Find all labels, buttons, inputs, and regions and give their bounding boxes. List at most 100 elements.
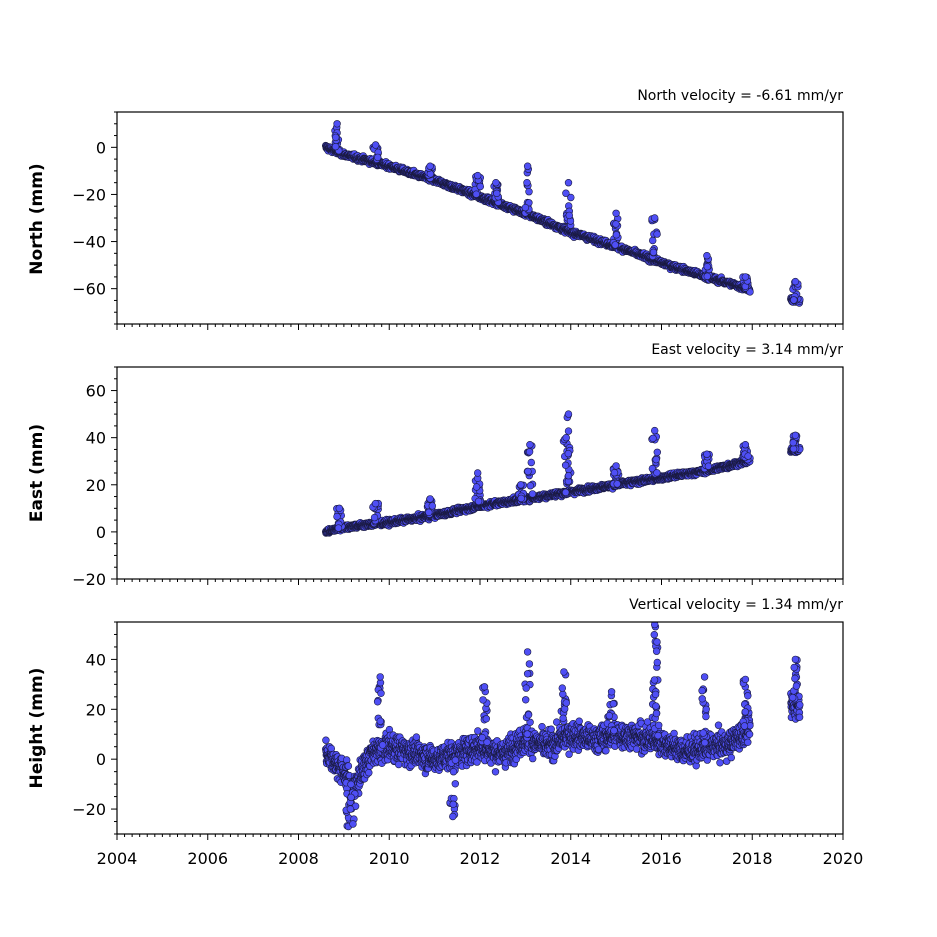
north-spike-point — [791, 277, 800, 286]
north-spike-point — [650, 214, 659, 222]
east-point — [524, 467, 532, 476]
east-point — [370, 513, 379, 522]
north-spike-point — [474, 171, 482, 180]
north-point — [331, 142, 340, 151]
east-point — [561, 461, 570, 469]
north-point — [521, 203, 530, 212]
north-y-tick-label: −60 — [72, 280, 106, 299]
east-spike-point — [741, 441, 750, 449]
east-point — [564, 449, 572, 458]
north-y-tick-label: −40 — [72, 233, 106, 252]
north-points — [322, 120, 804, 307]
north-point — [523, 179, 531, 187]
north-y-axis-label: North (mm) — [27, 163, 47, 274]
east-point — [474, 497, 483, 506]
east-point — [648, 464, 657, 473]
north-y-tick-label: 0 — [96, 138, 106, 157]
height-point — [395, 760, 403, 769]
east-point — [744, 452, 752, 460]
north-spike-point — [426, 162, 434, 170]
east-point — [425, 508, 433, 517]
north-point — [703, 263, 711, 271]
east-y-tick-label: 40 — [86, 429, 106, 448]
north-point — [562, 189, 570, 197]
north-point — [565, 211, 573, 220]
height-panel: Vertical velocity = 1.34 mm/yr Height (m… — [27, 597, 863, 868]
north-point — [653, 230, 661, 238]
height-point — [344, 762, 353, 770]
north-point — [790, 296, 798, 304]
north-point — [612, 220, 620, 228]
east-y-tick-label: −20 — [72, 570, 106, 589]
east-point — [789, 439, 797, 447]
height-point — [474, 727, 482, 735]
north-spike-point — [564, 179, 573, 187]
east-velocity-title: East velocity = 3.14 mm/yr — [651, 342, 843, 358]
east-point — [789, 445, 798, 453]
east-point — [652, 455, 660, 464]
north-spike-point — [741, 273, 750, 281]
east-spike-point — [426, 495, 434, 503]
east-spike-point — [703, 450, 711, 458]
east-point — [704, 462, 713, 470]
east-point — [428, 502, 436, 510]
east-spike-point — [474, 469, 482, 477]
east-spike-point — [562, 434, 570, 442]
east-point — [564, 472, 573, 480]
vertical-velocity-title: Vertical velocity = 1.34 mm/yr — [629, 597, 843, 613]
north-point — [611, 241, 619, 249]
east-y-tick-label: 0 — [96, 523, 106, 542]
east-spike-point — [371, 499, 380, 508]
east-point — [472, 483, 481, 491]
north-spike-point — [523, 162, 532, 170]
north-point — [332, 133, 340, 142]
east-panel: East velocity = 3.14 mm/yr East (mm) −20… — [27, 342, 844, 589]
east-point — [610, 469, 619, 477]
height-point — [365, 768, 373, 777]
north-spike-point — [371, 141, 380, 149]
east-point — [613, 480, 621, 488]
north-point — [703, 272, 711, 280]
east-point — [653, 469, 661, 477]
north-point — [476, 182, 484, 191]
north-point — [472, 190, 480, 198]
north-panel: North velocity = -6.61 mm/yr North (mm) … — [27, 88, 844, 330]
east-point — [333, 512, 341, 521]
north-point — [374, 153, 382, 162]
east-point — [526, 482, 535, 490]
east-y-tick-label: 60 — [86, 382, 106, 401]
east-spike-point — [526, 441, 534, 449]
north-spike-point — [492, 179, 500, 187]
height-point — [491, 768, 500, 776]
height-y-axis-label: Height (mm) — [27, 668, 47, 789]
east-y-axis-label: East (mm) — [27, 424, 47, 522]
east-spike-point — [650, 426, 659, 435]
north-point — [612, 231, 621, 239]
east-spike-point — [335, 504, 343, 512]
east-y-tick-label: 20 — [86, 476, 106, 495]
north-spike-point — [703, 252, 711, 260]
east-spike-point — [564, 410, 573, 418]
height-point — [322, 736, 330, 744]
east-point — [653, 448, 661, 456]
east-point — [334, 524, 343, 532]
east-point — [517, 494, 525, 503]
east-spike-point — [791, 431, 800, 439]
east-point — [561, 488, 570, 497]
east-spike-point — [612, 462, 620, 470]
east-points — [322, 410, 804, 537]
north-point — [567, 193, 575, 202]
east-spike-point — [517, 481, 525, 489]
north-point — [649, 248, 658, 257]
east-point — [527, 458, 535, 467]
east-point — [564, 427, 573, 435]
north-velocity-title: North velocity = -6.61 mm/yr — [637, 88, 843, 104]
north-point — [493, 189, 501, 198]
east-point — [649, 434, 657, 442]
height-point — [412, 733, 421, 741]
east-point — [525, 448, 534, 456]
east-point — [528, 490, 537, 498]
north-point — [648, 236, 657, 245]
